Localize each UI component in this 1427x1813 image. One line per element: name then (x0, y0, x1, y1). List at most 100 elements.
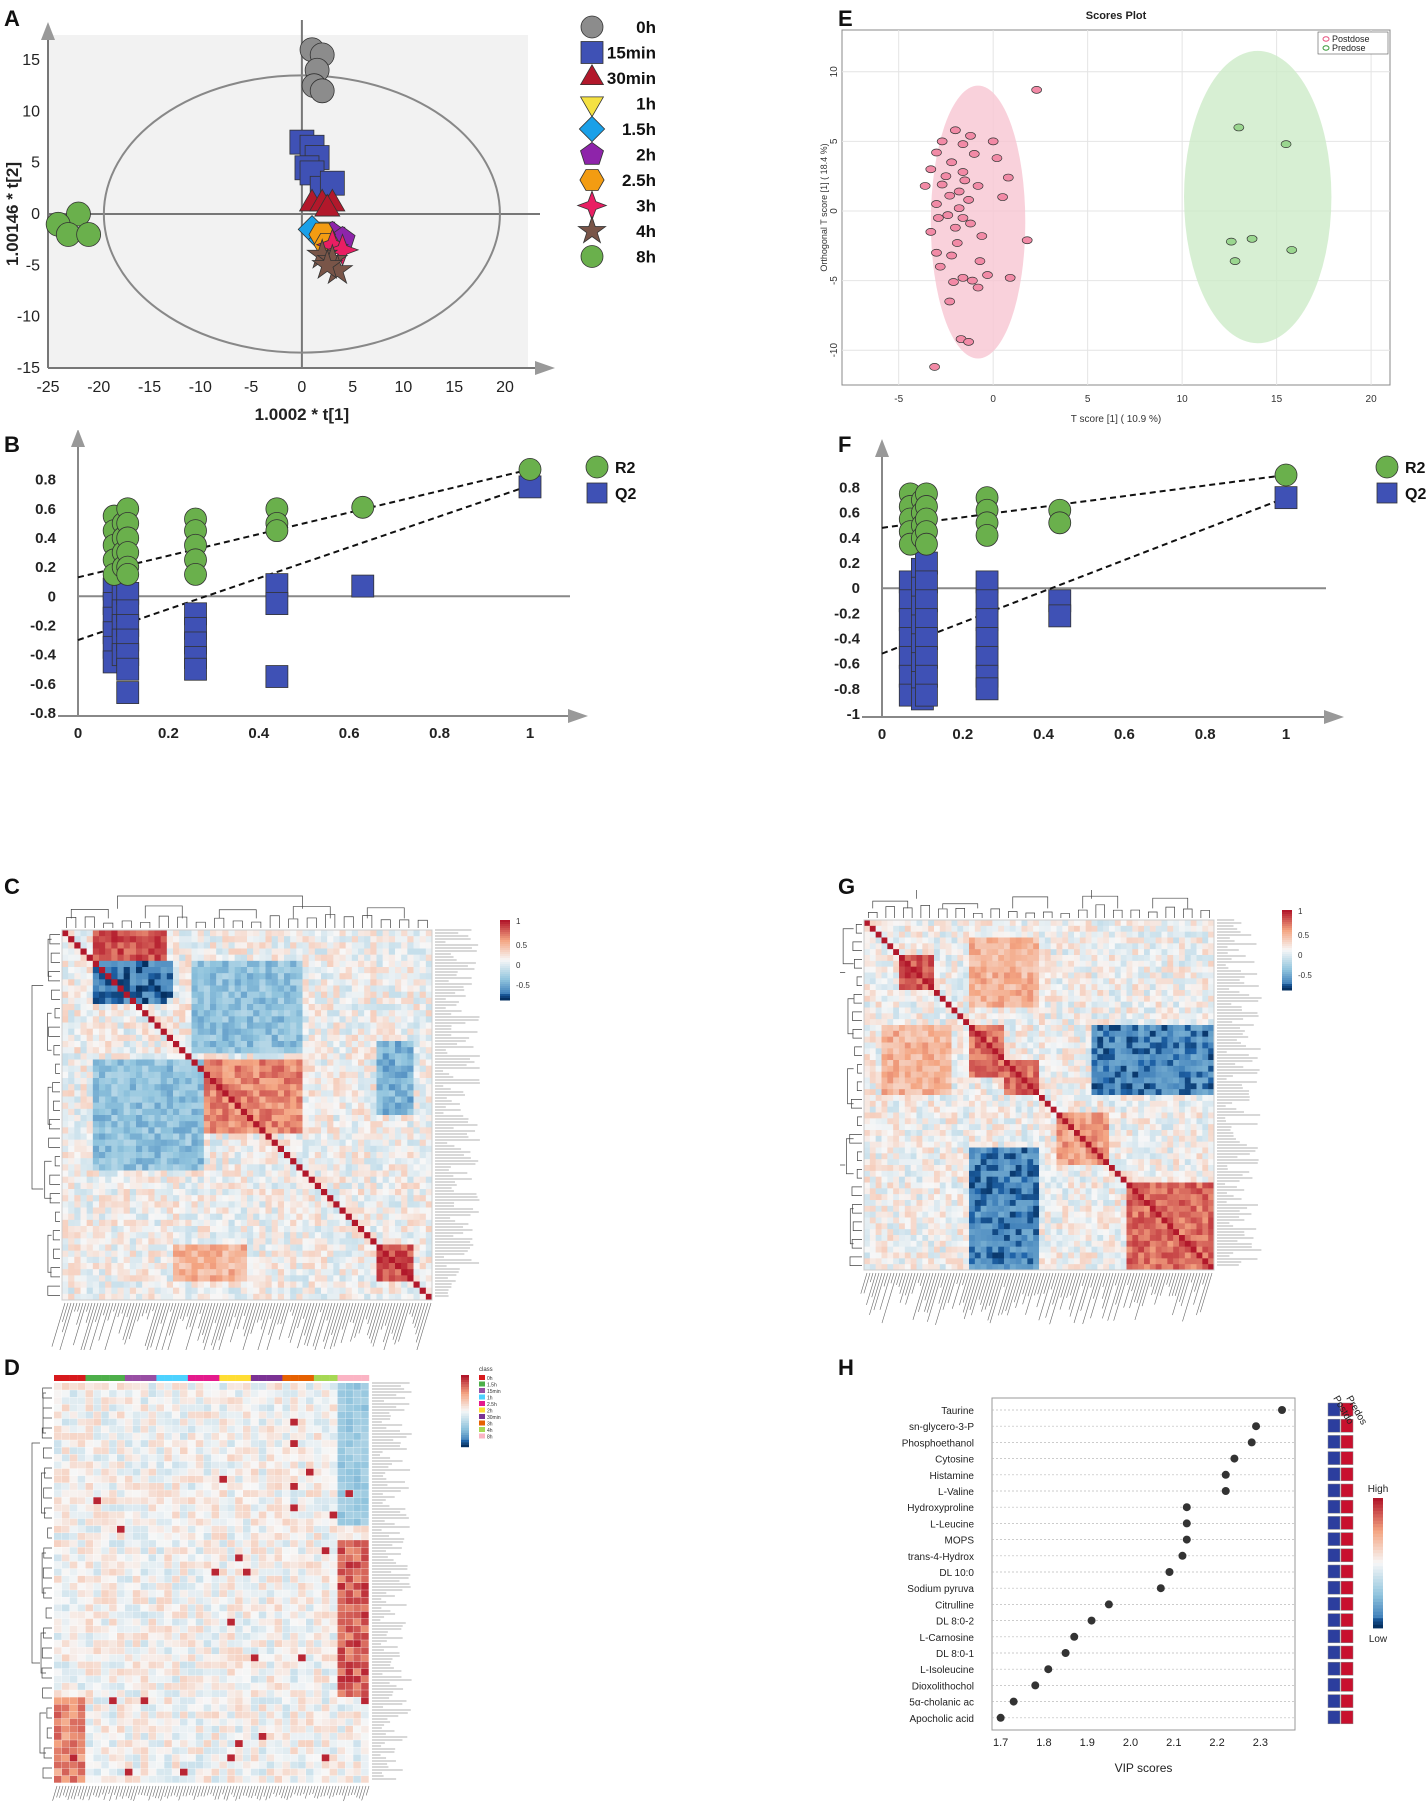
heatmap-cell (111, 979, 118, 986)
heatmap-cell (228, 954, 235, 962)
heatmap-cell (265, 1195, 272, 1202)
x-tick-label: 0.4 (248, 725, 270, 742)
heatmap-cell (290, 1244, 297, 1251)
heatmap-cell (881, 937, 888, 944)
heatmap-cell (339, 1256, 346, 1264)
heatmap-cell (963, 1007, 970, 1014)
heatmap-cell (173, 1145, 180, 1153)
x-tick-label: 10 (1177, 394, 1189, 405)
heatmap-cell (327, 1232, 334, 1239)
heatmap-cell (216, 1059, 223, 1066)
heatmap-cell (875, 920, 882, 927)
heatmap-cell (197, 1287, 205, 1295)
heatmap-cell (191, 1207, 198, 1214)
heatmap-cell (351, 1053, 359, 1060)
heatmap-cell (339, 1287, 346, 1295)
heatmap-cell (173, 1182, 180, 1190)
heatmap-cell (364, 1053, 371, 1060)
heatmap-cell (216, 1281, 223, 1288)
heatmap-cell (210, 960, 217, 968)
heatmap-cell (290, 1090, 297, 1097)
heatmap-cell (166, 1176, 174, 1184)
heatmap-cell (284, 1170, 291, 1177)
heatmap-cell (364, 1139, 371, 1147)
heatmap-cell (117, 1115, 124, 1122)
heatmap-cell (351, 1250, 359, 1258)
heatmap-cell (401, 1158, 408, 1165)
heatmap-cell (99, 1281, 106, 1288)
heatmap-cell (1074, 955, 1081, 962)
heatmap-cell (419, 1275, 427, 1282)
heatmap-cell (382, 1269, 390, 1276)
heatmap-cell (210, 1004, 217, 1011)
heatmap-cell (1190, 966, 1197, 973)
heatmap-cell (407, 1164, 414, 1171)
heatmap-cell (247, 942, 254, 949)
heatmap-cell (111, 1102, 118, 1110)
heatmap-cell (92, 1263, 100, 1270)
heatmap-cell (105, 973, 112, 980)
heatmap-cell (425, 1170, 433, 1177)
chart-title: Scores Plot (1086, 10, 1147, 22)
heatmap-cell (148, 973, 155, 980)
heatmap-cell (284, 1189, 291, 1196)
heatmap-cell (945, 920, 952, 927)
heatmap-cell (179, 960, 186, 968)
heatmap-cell (111, 1127, 118, 1134)
heatmap-cell (382, 979, 390, 986)
heatmap-cell (296, 1256, 303, 1264)
heatmap-cell (395, 1059, 402, 1066)
heatmap-cell (203, 1201, 211, 1208)
heatmap-cell (358, 960, 365, 968)
heatmap-cell (382, 1047, 390, 1054)
heatmap-cell (185, 1158, 192, 1165)
heatmap-cell (296, 1053, 303, 1060)
heatmap-cell (382, 1084, 390, 1091)
heatmap-cell (290, 1263, 297, 1270)
heatmap-cell (1085, 960, 1092, 967)
heatmap-cell (265, 1152, 272, 1159)
heatmap-cell (333, 1226, 340, 1233)
heatmap-cell (321, 1004, 328, 1011)
heatmap-cell (382, 1028, 390, 1036)
heatmap-cell (166, 1108, 174, 1116)
heatmap-cell (117, 1226, 124, 1233)
heatmap-cell (74, 948, 81, 955)
heatmap-cell (951, 949, 958, 956)
heatmap-cell (327, 1133, 334, 1140)
y-tick-label: -0.4 (30, 647, 57, 664)
heatmap-cell (364, 936, 371, 943)
heatmap-cell (413, 1084, 420, 1091)
heatmap-cell (148, 1293, 155, 1301)
heatmap-cell (240, 1133, 248, 1140)
heatmap-cell (969, 960, 976, 967)
heatmap-cell (247, 1102, 254, 1110)
heatmap-cell (1079, 1001, 1086, 1008)
heatmap-cell (80, 985, 87, 992)
heatmap-cell (277, 1115, 285, 1122)
heatmap-cell (1173, 984, 1180, 991)
heatmap-cell (86, 1145, 94, 1153)
heatmap-cell (333, 1071, 340, 1079)
q2-point (265, 665, 289, 688)
heatmap-cell (111, 1164, 118, 1171)
heatmap-cell (74, 1244, 81, 1251)
heatmap-cell (358, 1127, 365, 1134)
heatmap-cell (191, 1275, 198, 1282)
heatmap-cell (92, 1293, 100, 1301)
heatmap-cell (179, 1108, 186, 1116)
heatmap-cell (388, 1293, 396, 1301)
heatmap-cell (333, 1164, 340, 1171)
heatmap-cell (407, 936, 414, 943)
heatmap-cell (364, 1238, 371, 1245)
heatmap-cell (191, 1232, 198, 1239)
heatmap-cell (364, 1041, 371, 1048)
heatmap-cell (308, 1219, 316, 1227)
heatmap-cell (869, 920, 876, 927)
heatmap-cell (963, 990, 970, 997)
heatmap-cell (179, 930, 186, 937)
heatmap-cell (308, 1078, 316, 1085)
heatmap-cell (364, 1232, 371, 1239)
heatmap-cell (314, 1022, 322, 1029)
heatmap-cell (401, 1139, 408, 1147)
